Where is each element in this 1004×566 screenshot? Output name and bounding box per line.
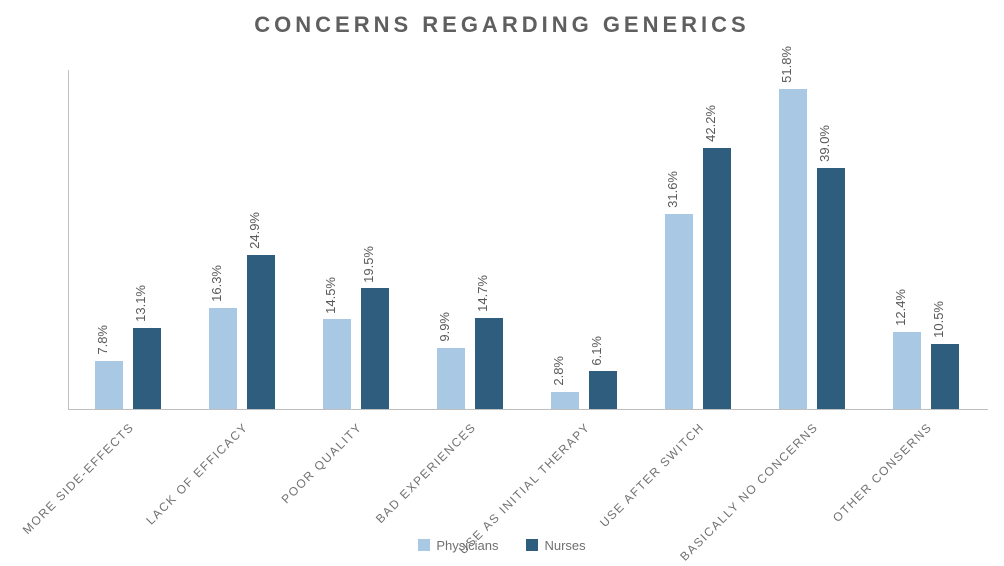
legend: PhysiciansNurses [0,538,1004,555]
bar-group: 12.4% 10.5% [869,70,983,409]
bar-nurses [703,148,731,409]
bar-nurses [133,328,161,409]
chart-title: CONCERNS REGARDING GENERICS [0,12,1004,38]
bar-value-label: 7.8% [95,325,123,355]
bar-value-label: 10.5% [931,301,959,338]
bar-physicians [209,308,237,409]
plot-area: 7.8% 13.1% 16.3% 24.9% 14.5% 19.5% 9.9% 14.7% 2.… [68,70,988,410]
bar-value-label: 13.1% [133,285,161,322]
bar-value-label: 51.8% [779,46,807,83]
bar-value-label: 31.6% [665,171,693,208]
bar-value-label: 14.7% [475,275,503,312]
bar-nurses [931,344,959,409]
legend-swatch [418,539,430,551]
bar-value-label: 9.9% [437,312,465,342]
bar-nurses [817,168,845,409]
bar-value-label: 42.2% [703,105,731,142]
bar-group: 2.8% 6.1% [527,70,641,409]
bar-value-label: 19.5% [361,246,389,283]
bar-physicians [95,361,123,409]
bar-group: 16.3% 24.9% [185,70,299,409]
bar-value-label: 16.3% [209,265,237,302]
bar-physicians [323,319,351,409]
bar-physicians [551,392,579,409]
bar-value-label: 12.4% [893,289,921,326]
bar-group: 51.8%39.0% [755,70,869,409]
bar-value-label: 24.9% [247,212,275,249]
bar-physicians [437,348,465,409]
bar-group: 7.8% 13.1% [71,70,185,409]
bar-group: 9.9% 14.7% [413,70,527,409]
legend-swatch [526,539,538,551]
bar-value-label: 2.8% [551,356,579,386]
bar-nurses [589,371,617,409]
bar-physicians [665,214,693,409]
bar-value-label: 6.1% [589,336,617,366]
chart-container: CONCERNS REGARDING GENERICS 7.8% 13.1% 16.… [0,0,1004,566]
bar-physicians [893,332,921,409]
bar-value-label: 39.0% [817,125,845,162]
bar-nurses [475,318,503,409]
bar-group: 31.6% 42.2% [641,70,755,409]
bar-physicians [779,89,807,409]
bar-nurses [247,255,275,409]
bar-group: 14.5% 19.5% [299,70,413,409]
bar-nurses [361,288,389,409]
bar-value-label: 14.5% [323,277,351,314]
